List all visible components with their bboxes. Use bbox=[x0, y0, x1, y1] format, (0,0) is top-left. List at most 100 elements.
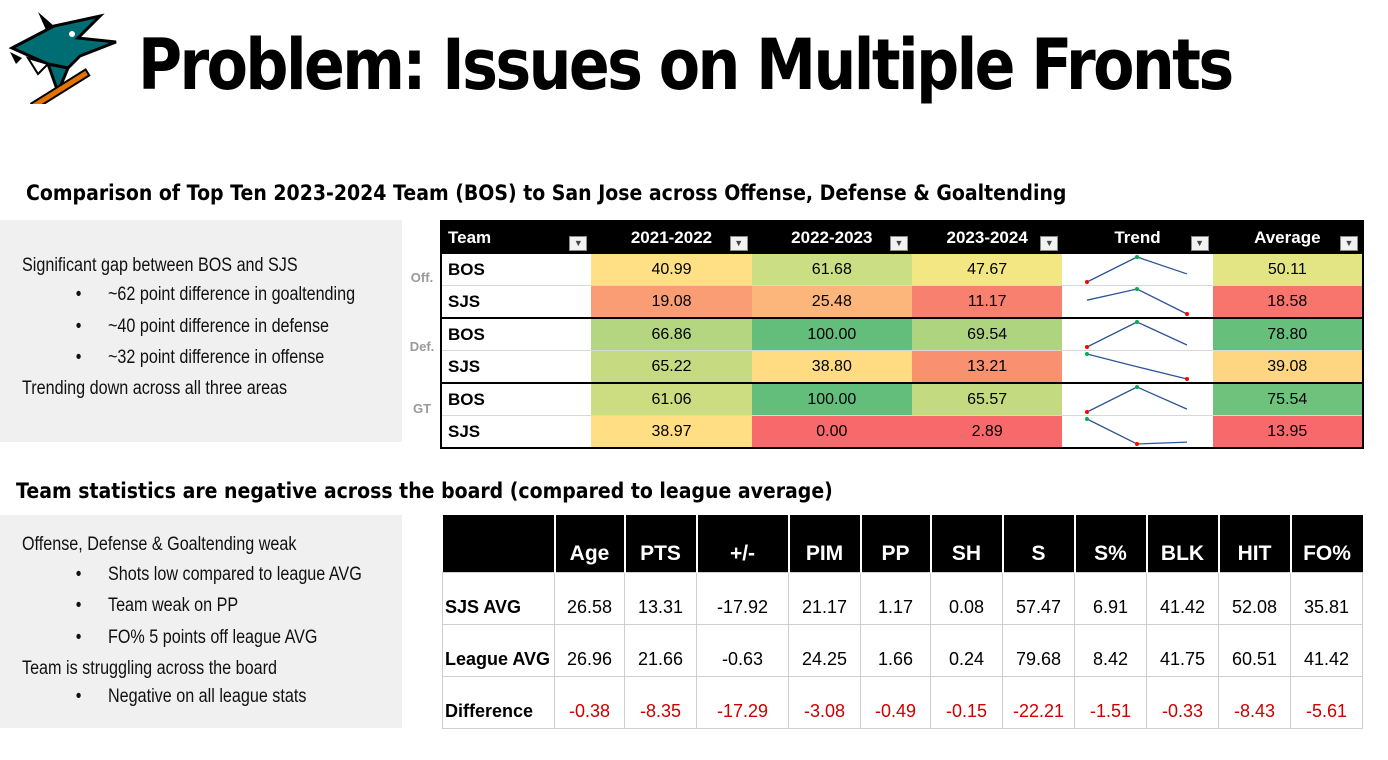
average-cell: 13.95 bbox=[1212, 415, 1363, 449]
stats-row-label: League AVG bbox=[442, 623, 555, 677]
column-header-label: Trend bbox=[1114, 228, 1161, 247]
sparkline-series bbox=[1087, 256, 1188, 283]
stats-value-cell: 21.17 bbox=[788, 571, 861, 625]
value-cell: 40.99 bbox=[591, 254, 752, 286]
stats-value-cell: 13.31 bbox=[624, 571, 697, 625]
stats-value-cell: -0.49 bbox=[860, 675, 931, 729]
table-header-row: Age PTS +/- PIM PP SH S S% BLK HIT FO% bbox=[442, 515, 1363, 572]
column-header-label: Team bbox=[448, 228, 492, 247]
stats-value-cell: 8.42 bbox=[1074, 623, 1147, 677]
stats-row: SJS AVG 26.58 13.31 -17.92 21.17 1.17 0.08 57.4… bbox=[442, 571, 1363, 625]
column-header-label: 2021-2022 bbox=[630, 228, 713, 247]
stats-value-cell: 79.68 bbox=[1002, 623, 1075, 677]
value-cell: 47.67 bbox=[912, 254, 1063, 286]
stats-column-header: PP bbox=[860, 515, 932, 572]
column-header[interactable]: 2023-2024 ▼ bbox=[912, 221, 1063, 254]
stats-value-cell: -0.63 bbox=[696, 623, 789, 677]
trend-cell bbox=[1062, 254, 1213, 286]
stats-value-cell: 6.91 bbox=[1074, 571, 1147, 625]
column-header[interactable]: 2022-2023 ▼ bbox=[751, 221, 912, 254]
team-cell: BOS bbox=[441, 318, 592, 351]
dropdown-filter-icon[interactable]: ▼ bbox=[729, 236, 748, 251]
stats-column-header: FO% bbox=[1290, 515, 1363, 572]
trend-sparkline bbox=[1085, 255, 1188, 284]
value-cell: 19.08 bbox=[591, 285, 752, 319]
column-header[interactable]: 2021-2022 ▼ bbox=[591, 221, 752, 254]
stats-value-cell: -17.92 bbox=[696, 571, 789, 625]
stats-row-label: Difference bbox=[442, 675, 555, 729]
note-bullet: Team weak on PP bbox=[76, 595, 238, 617]
sparkline-low-marker bbox=[1185, 312, 1190, 316]
stats-value-cell: 0.24 bbox=[930, 623, 1003, 677]
stats-value-cell: 60.51 bbox=[1218, 623, 1291, 677]
trend-sparkline bbox=[1087, 287, 1190, 316]
note-line: Significant gap between BOS and SJS bbox=[22, 255, 298, 276]
column-header[interactable]: Team ▼ bbox=[441, 221, 592, 254]
table-row: BOS 40.99 61.68 47.67 50.11 bbox=[441, 254, 1363, 286]
dropdown-filter-icon[interactable]: ▼ bbox=[890, 236, 908, 251]
table-header-row: Team ▼ 2021-2022 ▼ 2022-2023 ▼ 2023-2024 ▼ T… bbox=[441, 221, 1363, 254]
value-cell: 38.80 bbox=[751, 350, 912, 384]
section-1-title: Comparison of Top Ten 2023-2024 Team (BO… bbox=[26, 181, 1067, 205]
dropdown-filter-icon[interactable]: ▼ bbox=[569, 236, 588, 251]
value-cell: 100.00 bbox=[751, 383, 912, 416]
stats-header-blank bbox=[442, 515, 556, 572]
column-header[interactable]: Average ▼ bbox=[1212, 221, 1363, 254]
trend-sparkline bbox=[1085, 352, 1190, 381]
section-2-title: Team statistics are negative across the … bbox=[16, 479, 833, 503]
column-header-label: 2023-2024 bbox=[946, 228, 1028, 247]
stats-value-cell: 41.42 bbox=[1146, 571, 1219, 625]
value-cell: 25.48 bbox=[751, 285, 912, 319]
stats-value-cell: 1.17 bbox=[860, 571, 931, 625]
column-header-label: 2022-2023 bbox=[791, 228, 873, 247]
table-row: BOS 66.86 100.00 69.54 78.80 bbox=[441, 318, 1363, 351]
sparkline-series bbox=[1087, 418, 1188, 445]
value-cell: 61.06 bbox=[591, 383, 752, 416]
sparkline-high-marker bbox=[1135, 385, 1140, 389]
dropdown-filter-icon[interactable]: ▼ bbox=[1190, 236, 1209, 251]
average-cell: 78.80 bbox=[1212, 318, 1363, 351]
stats-value-cell: -17.29 bbox=[696, 675, 789, 729]
value-cell: 11.17 bbox=[912, 285, 1063, 319]
note-bullet: Shots low compared to league AVG bbox=[76, 564, 362, 586]
sparkline-high-marker bbox=[1135, 320, 1140, 324]
sparkline-series bbox=[1087, 353, 1188, 380]
value-cell: 61.68 bbox=[751, 254, 912, 286]
table-row: BOS 61.06 100.00 65.57 75.54 bbox=[441, 383, 1363, 416]
dropdown-filter-icon[interactable]: ▼ bbox=[1040, 236, 1059, 251]
average-cell: 18.58 bbox=[1212, 285, 1363, 319]
column-header[interactable]: Trend ▼ bbox=[1062, 221, 1213, 254]
dropdown-filter-icon[interactable]: ▼ bbox=[1340, 236, 1358, 251]
trend-cell bbox=[1062, 285, 1213, 319]
value-cell: 66.86 bbox=[591, 318, 752, 351]
sparkline-low-marker bbox=[1135, 442, 1140, 446]
stats-value-cell: 41.42 bbox=[1290, 623, 1363, 677]
team-cell: SJS bbox=[441, 285, 592, 319]
team-cell: SJS bbox=[441, 415, 592, 449]
stats-row-label: SJS AVG bbox=[442, 571, 555, 625]
stats-value-cell: 41.75 bbox=[1146, 623, 1219, 677]
shark-logo-icon bbox=[8, 12, 117, 104]
stats-value-cell: 35.81 bbox=[1290, 571, 1363, 625]
stats-value-cell: 24.25 bbox=[788, 623, 861, 677]
row-group-label-goaltending: GT bbox=[412, 401, 432, 416]
value-cell: 100.00 bbox=[751, 318, 912, 351]
stats-value-cell: 1.66 bbox=[860, 623, 931, 677]
column-header-label: Average bbox=[1254, 228, 1321, 247]
stats-column-header: PTS bbox=[624, 515, 698, 572]
note-line: Trending down across all three areas bbox=[22, 378, 288, 399]
sparkline-low-marker bbox=[1085, 280, 1090, 284]
stats-value-cell: -0.33 bbox=[1146, 675, 1219, 729]
note-bullet: FO% 5 points off league AVG bbox=[76, 627, 318, 649]
page-title: Problem: Issues on Multiple Fronts bbox=[138, 24, 1234, 106]
trend-cell bbox=[1062, 415, 1213, 449]
note-bullet: ~62 point difference in goaltending bbox=[76, 284, 355, 306]
stats-value-cell: -1.51 bbox=[1074, 675, 1147, 729]
stats-value-cell: -5.61 bbox=[1290, 675, 1363, 729]
summary-notes-1: Significant gap between BOS and SJS ~62 … bbox=[0, 220, 402, 442]
trend-cell bbox=[1062, 318, 1213, 351]
average-cell: 75.54 bbox=[1212, 383, 1363, 416]
stats-value-cell: -8.43 bbox=[1218, 675, 1291, 729]
note-line: Team is struggling across the board bbox=[22, 658, 277, 679]
stats-column-header: BLK bbox=[1146, 515, 1220, 572]
